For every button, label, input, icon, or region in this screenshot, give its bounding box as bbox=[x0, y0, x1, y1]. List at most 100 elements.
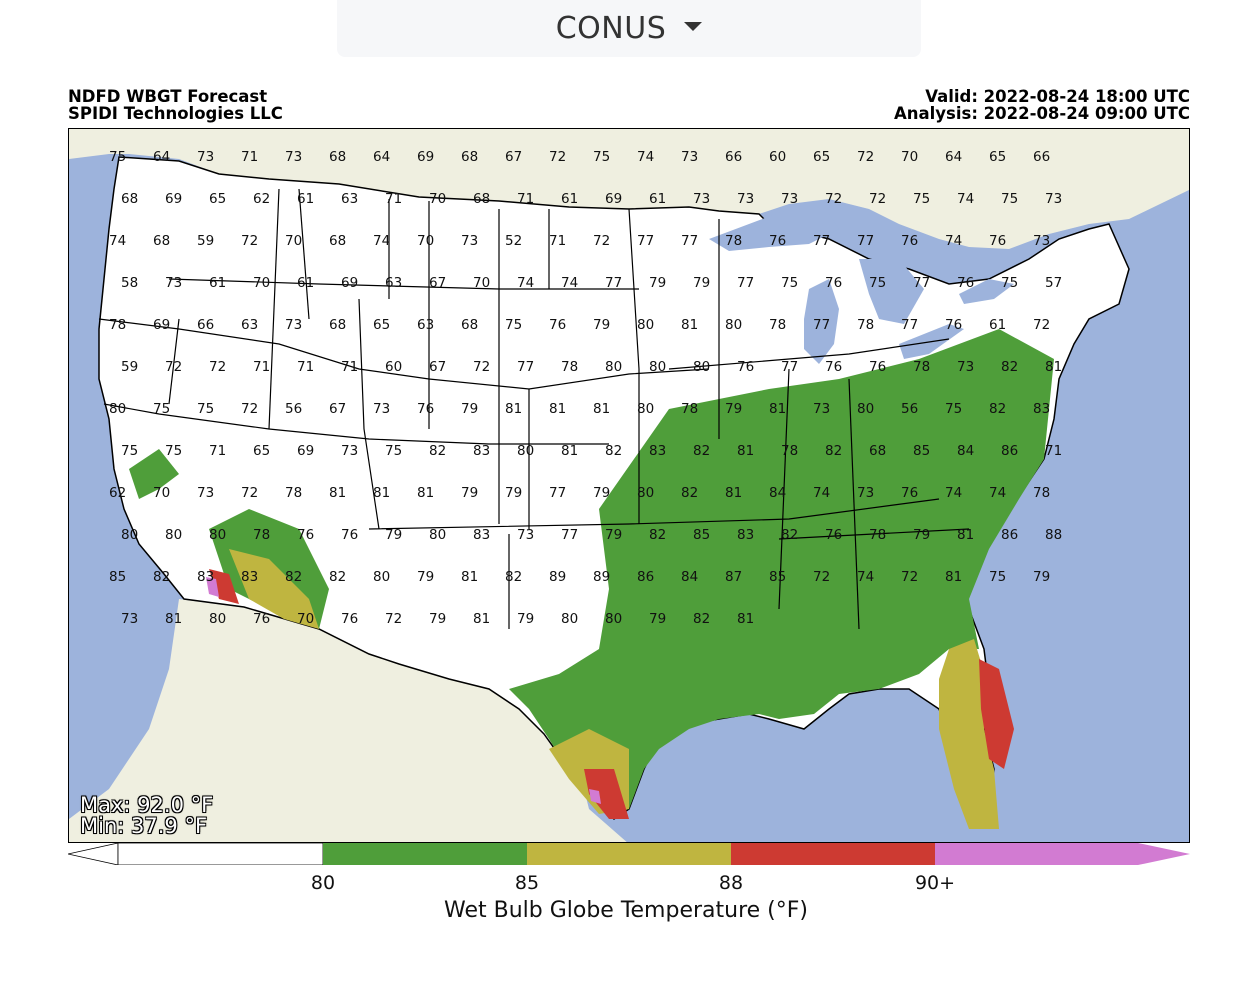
station-value: 70 bbox=[253, 275, 271, 291]
station-value: 88 bbox=[1045, 527, 1063, 543]
mexico-land bbox=[69, 599, 627, 842]
max-value: Max: 92.0 °F bbox=[80, 793, 214, 817]
station-value: 71 bbox=[209, 443, 227, 459]
station-value: 60 bbox=[769, 149, 787, 165]
station-value: 77 bbox=[605, 275, 623, 291]
colorbar-tick-88: 88 bbox=[718, 872, 744, 894]
station-value: 81 bbox=[593, 401, 611, 417]
station-value: 79 bbox=[461, 485, 479, 501]
analysis-time: Analysis: 2022-08-24 09:00 UTC bbox=[893, 104, 1190, 123]
station-value: 73 bbox=[781, 191, 799, 207]
station-value: 83 bbox=[197, 569, 215, 585]
colorbar-85-88 bbox=[527, 843, 731, 865]
station-value: 77 bbox=[813, 317, 831, 333]
station-value: 81 bbox=[329, 485, 347, 501]
station-value: 77 bbox=[813, 233, 831, 249]
station-value: 79 bbox=[913, 527, 931, 543]
station-value: 71 bbox=[241, 149, 259, 165]
station-value: 66 bbox=[197, 317, 215, 333]
station-value: 71 bbox=[297, 359, 315, 375]
station-value: 72 bbox=[473, 359, 491, 375]
colorbar-extension-low bbox=[68, 843, 119, 865]
station-value: 78 bbox=[781, 443, 799, 459]
station-value: 72 bbox=[241, 485, 259, 501]
station-value: 81 bbox=[737, 443, 755, 459]
station-value: 81 bbox=[165, 611, 183, 627]
station-values-layer: 75 64 73 71 73 68 64 69 68 67 72 75 74 73 66 60 65 72 70 64… bbox=[69, 129, 1189, 842]
station-value: 56 bbox=[285, 401, 303, 417]
station-value: 58 bbox=[121, 275, 139, 291]
station-value: 86 bbox=[1001, 443, 1019, 459]
station-value: 73 bbox=[957, 359, 975, 375]
station-value: 73 bbox=[517, 527, 535, 543]
station-value: 75 bbox=[945, 401, 963, 417]
station-value: 73 bbox=[857, 485, 875, 501]
station-value: 79 bbox=[505, 485, 523, 501]
station-value: 67 bbox=[505, 149, 523, 165]
station-value: 68 bbox=[461, 317, 479, 333]
station-value: 73 bbox=[121, 611, 139, 627]
station-value: 75 bbox=[121, 443, 139, 459]
station-value: 65 bbox=[373, 317, 391, 333]
station-value: 78 bbox=[681, 401, 699, 417]
station-value: 85 bbox=[109, 569, 127, 585]
lake-michigan bbox=[804, 279, 839, 364]
station-value: 79 bbox=[649, 611, 667, 627]
station-value: 67 bbox=[429, 359, 447, 375]
station-value: 82 bbox=[285, 569, 303, 585]
station-value: 69 bbox=[341, 275, 359, 291]
station-value: 75 bbox=[989, 569, 1007, 585]
wbgt-90plus-zone bbox=[206, 577, 601, 804]
station-value: 76 bbox=[417, 401, 435, 417]
station-value: 78 bbox=[869, 527, 887, 543]
station-value: 73 bbox=[197, 485, 215, 501]
station-value: 66 bbox=[725, 149, 743, 165]
min-value: Min: 37.9 °F bbox=[80, 814, 208, 838]
colorbar-90plus bbox=[935, 843, 1190, 865]
station-value: 74 bbox=[637, 149, 655, 165]
station-value: 80 bbox=[373, 569, 391, 585]
station-value: 70 bbox=[473, 275, 491, 291]
station-value: 76 bbox=[825, 275, 843, 291]
station-value: 75 bbox=[869, 275, 887, 291]
station-value: 77 bbox=[517, 359, 535, 375]
station-value: 78 bbox=[109, 317, 127, 333]
station-value: 62 bbox=[253, 191, 271, 207]
station-value: 80 bbox=[693, 359, 711, 375]
station-value: 81 bbox=[473, 611, 491, 627]
station-value: 77 bbox=[637, 233, 655, 249]
station-value: 76 bbox=[957, 275, 975, 291]
station-value: 60 bbox=[385, 359, 403, 375]
station-value: 72 bbox=[825, 191, 843, 207]
station-value: 76 bbox=[901, 233, 919, 249]
wbgt-map: 75 64 73 71 73 68 64 69 68 67 72 75 74 73 66 60 65 72 70 64… bbox=[68, 128, 1190, 843]
station-value: 72 bbox=[549, 149, 567, 165]
station-value: 68 bbox=[329, 233, 347, 249]
station-value: 75 bbox=[385, 443, 403, 459]
station-value: 81 bbox=[945, 569, 963, 585]
station-value: 70 bbox=[901, 149, 919, 165]
station-value: 80 bbox=[121, 527, 139, 543]
wbgt-88-90-zone bbox=[209, 569, 1014, 819]
station-value: 82 bbox=[505, 569, 523, 585]
station-value: 80 bbox=[605, 611, 623, 627]
station-value: 78 bbox=[253, 527, 271, 543]
station-value: 78 bbox=[1033, 485, 1051, 501]
station-value: 81 bbox=[561, 443, 579, 459]
region-dropdown[interactable]: CONUS bbox=[337, 0, 921, 57]
station-value: 79 bbox=[385, 527, 403, 543]
station-value: 76 bbox=[825, 527, 843, 543]
station-value: 79 bbox=[693, 275, 711, 291]
station-value: 65 bbox=[253, 443, 271, 459]
station-value: 80 bbox=[429, 527, 447, 543]
station-value: 84 bbox=[681, 569, 699, 585]
station-value: 74 bbox=[957, 191, 975, 207]
lake-ontario bbox=[959, 279, 1014, 304]
lake-huron bbox=[859, 259, 924, 324]
station-value: 69 bbox=[605, 191, 623, 207]
station-value: 83 bbox=[1033, 401, 1051, 417]
station-value: 78 bbox=[561, 359, 579, 375]
station-value: 69 bbox=[417, 149, 435, 165]
station-value: 75 bbox=[153, 401, 171, 417]
station-value: 64 bbox=[373, 149, 391, 165]
